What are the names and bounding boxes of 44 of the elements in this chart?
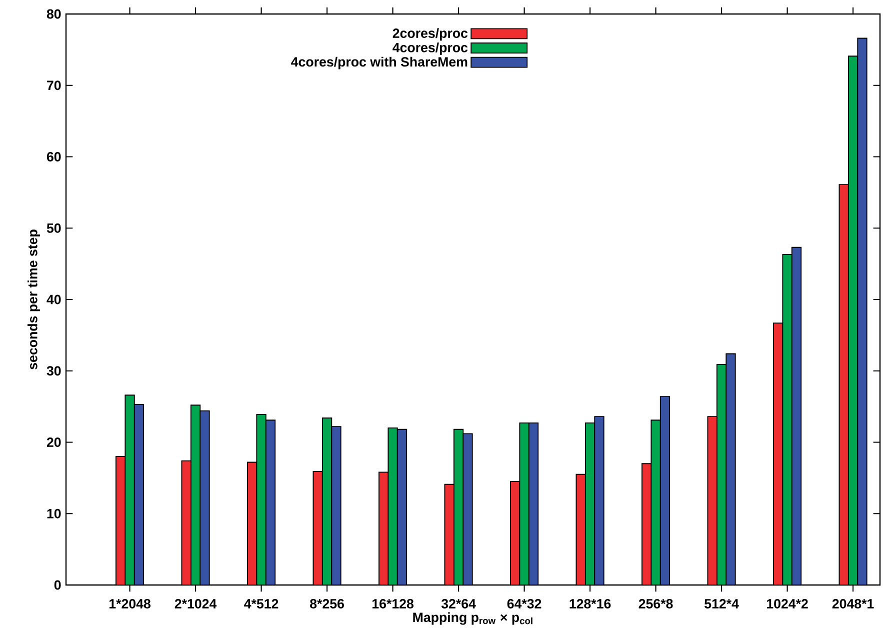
x-tick-label: 8*256 <box>310 599 344 608</box>
x-tick-label: 16*128 <box>372 599 414 608</box>
y-tick-label: 80 <box>46 9 61 19</box>
bar <box>519 422 530 585</box>
bar <box>576 474 586 585</box>
bar <box>312 471 323 585</box>
x-tick-label: 512*4 <box>704 599 739 608</box>
bar <box>388 427 398 585</box>
y-tick-label: 60 <box>46 152 61 162</box>
x-tick-label: 1024*2 <box>766 599 808 608</box>
bar <box>124 394 135 585</box>
y-tick-label: 0 <box>54 580 61 590</box>
bar <box>594 416 604 585</box>
legend-label: 4cores/proc with ShareMem <box>291 56 468 70</box>
y-axis-title: seconds per time step <box>28 230 40 370</box>
x-tick-label: 2*1024 <box>174 599 217 608</box>
x-tick-label: 256*8 <box>638 599 673 608</box>
x-axis-title: Mapping p$_{row}$ × p$_{col}$ <box>413 612 532 625</box>
bar <box>726 353 736 585</box>
x-tick-label: 4*512 <box>244 599 278 608</box>
bar <box>838 184 849 585</box>
y-tick-label: 30 <box>46 366 61 376</box>
x-tick-label: 128*16 <box>570 599 611 608</box>
bar <box>462 433 473 585</box>
bar <box>707 416 718 585</box>
y-tick-label: 70 <box>47 80 61 90</box>
bar <box>181 460 192 585</box>
y-tick-label: 50 <box>46 223 61 233</box>
legend-label: 2cores/proc <box>392 28 468 41</box>
bar <box>650 420 661 585</box>
x-tick-label: 32*64 <box>441 599 476 608</box>
bar <box>331 426 342 585</box>
bar <box>256 414 266 585</box>
bar <box>200 410 210 585</box>
y-tick-label: 40 <box>46 294 61 304</box>
bar <box>857 38 868 585</box>
y-tick-label: 10 <box>47 508 61 518</box>
legend-label: 4cores/proc <box>392 42 468 55</box>
x-tick-label: 2048*1 <box>832 599 874 608</box>
bar <box>782 254 792 585</box>
y-tick-label: 20 <box>46 438 61 447</box>
bar <box>444 484 454 585</box>
x-tick-label: 64*32 <box>507 599 542 608</box>
x-tick-label: 1*2048 <box>109 599 150 608</box>
